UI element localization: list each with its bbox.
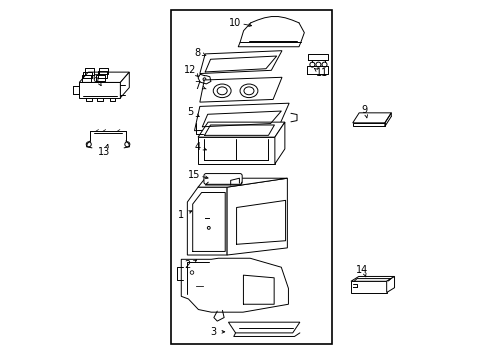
Polygon shape	[194, 103, 288, 131]
Polygon shape	[181, 258, 288, 312]
Polygon shape	[274, 122, 285, 164]
Text: 12: 12	[183, 65, 196, 75]
Text: 9: 9	[360, 105, 366, 115]
Polygon shape	[228, 322, 299, 333]
Polygon shape	[187, 187, 226, 255]
Text: 3: 3	[209, 327, 216, 337]
Polygon shape	[79, 82, 120, 98]
Text: 5: 5	[186, 107, 193, 117]
Polygon shape	[200, 77, 282, 102]
Text: 10: 10	[228, 18, 241, 28]
Text: 8: 8	[194, 48, 200, 58]
Text: 15: 15	[187, 170, 200, 180]
Text: 4: 4	[194, 142, 200, 152]
Polygon shape	[350, 281, 386, 293]
Text: 7: 7	[194, 81, 200, 91]
Text: 6: 6	[92, 74, 98, 84]
Text: 1: 1	[178, 210, 183, 220]
Bar	[171, 10, 331, 344]
Text: 14: 14	[355, 265, 367, 275]
FancyBboxPatch shape	[203, 174, 242, 184]
Text: 11: 11	[316, 68, 328, 78]
Text: 13: 13	[98, 147, 110, 157]
Polygon shape	[200, 51, 282, 73]
Polygon shape	[352, 123, 384, 126]
Polygon shape	[198, 137, 274, 164]
Polygon shape	[198, 122, 285, 137]
Polygon shape	[350, 276, 394, 281]
Text: 2: 2	[184, 260, 190, 270]
Polygon shape	[226, 178, 287, 255]
Polygon shape	[79, 72, 129, 82]
Polygon shape	[198, 178, 287, 187]
Polygon shape	[352, 113, 390, 123]
Polygon shape	[386, 276, 394, 293]
Polygon shape	[120, 72, 129, 98]
